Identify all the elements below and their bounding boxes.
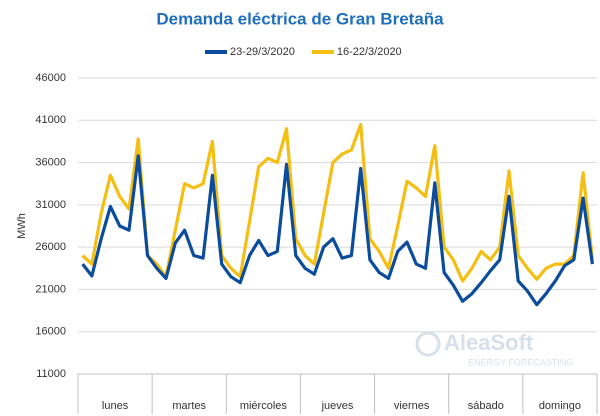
- y-tick-label: 16000: [35, 326, 66, 338]
- watermark-logo: [415, 331, 441, 357]
- y-tick-label: 41000: [35, 114, 66, 126]
- y-tick-label: 31000: [35, 199, 66, 211]
- series-line: [81, 154, 594, 307]
- y-tick-label: 46000: [35, 72, 66, 84]
- x-tick-label: miércoles: [240, 400, 288, 412]
- y-axis-label: MWh: [16, 213, 28, 239]
- x-tick-label: domingo: [539, 400, 581, 412]
- x-tick-label: jueves: [321, 400, 354, 412]
- x-tick-label: sábado: [468, 400, 504, 412]
- y-tick-label: 21000: [35, 283, 66, 295]
- y-tick-label: 26000: [35, 241, 66, 253]
- watermark-name: AleaSoft: [444, 330, 534, 355]
- y-tick-label: 11000: [36, 368, 66, 380]
- legend-label: 16-22/3/2020: [337, 46, 402, 58]
- watermark-tagline: ENERGY FORECASTING: [468, 357, 573, 367]
- x-tick-label: martes: [172, 400, 206, 412]
- watermark: AleaSoft ENERGY FORECASTING: [415, 330, 573, 367]
- y-tick-label: 36000: [35, 156, 66, 168]
- legend-label: 23-29/3/2020: [230, 46, 295, 58]
- x-tick-label: viernes: [394, 400, 430, 412]
- chart-title: Demanda eléctrica de Gran Bretaña: [156, 9, 444, 28]
- x-tick-label: lunes: [102, 400, 129, 412]
- legend: 23-29/3/2020 16-22/3/2020: [205, 46, 402, 58]
